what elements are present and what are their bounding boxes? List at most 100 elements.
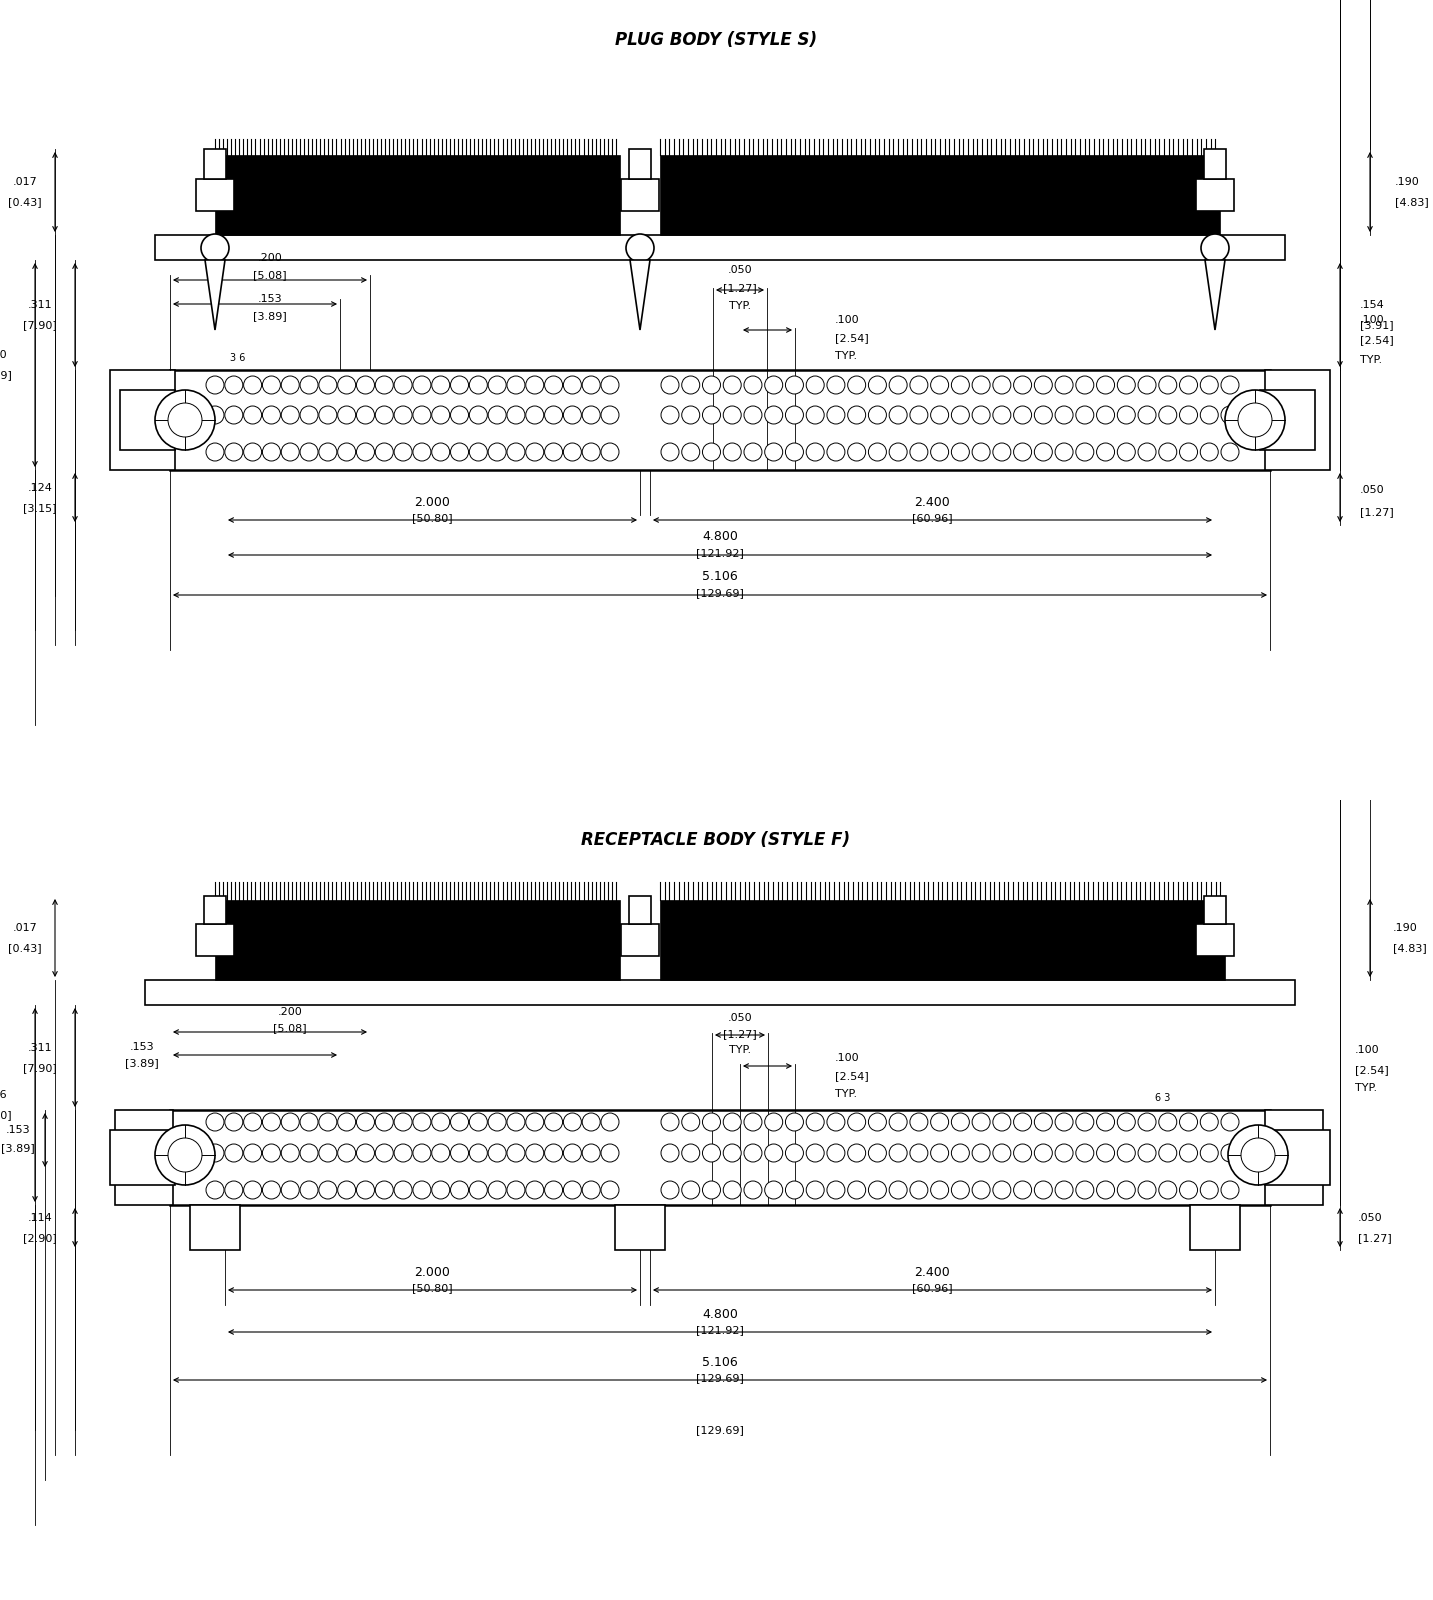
Circle shape [1055,1181,1073,1198]
Text: PLUG BODY (STYLE S): PLUG BODY (STYLE S) [615,30,817,50]
Text: [0.43]: [0.43] [9,942,42,954]
Circle shape [375,443,393,461]
Circle shape [1013,443,1032,461]
Circle shape [1201,234,1230,262]
Text: [60.96]: [60.96] [911,1283,953,1293]
Text: [1.27]: [1.27] [1358,1234,1391,1243]
Text: [2.54]: [2.54] [1356,1066,1389,1075]
Text: 6 3: 6 3 [1155,1093,1171,1102]
Circle shape [848,376,866,394]
Circle shape [1076,406,1093,424]
Text: [5.08]: [5.08] [274,1022,307,1034]
Circle shape [470,1114,487,1131]
Circle shape [765,1181,782,1198]
Text: [121.92]: [121.92] [696,547,744,558]
Circle shape [357,376,374,394]
Circle shape [489,443,506,461]
Circle shape [413,1144,431,1162]
Circle shape [1221,376,1240,394]
Text: [2.54]: [2.54] [835,1070,868,1082]
Text: .114: .114 [27,1213,53,1222]
Circle shape [1201,376,1218,394]
Circle shape [930,376,949,394]
Text: [129.69]: [129.69] [696,587,744,598]
Circle shape [1013,1144,1032,1162]
Circle shape [785,1114,804,1131]
Circle shape [450,406,469,424]
Text: 2.400: 2.400 [914,496,950,509]
Circle shape [206,1114,224,1131]
Circle shape [225,376,242,394]
Circle shape [930,1181,949,1198]
Circle shape [1096,1114,1115,1131]
Text: .050: .050 [1358,1213,1383,1222]
Circle shape [765,406,782,424]
Circle shape [507,406,524,424]
Text: .190: .190 [1393,923,1417,933]
Circle shape [338,1144,355,1162]
Circle shape [1055,443,1073,461]
Circle shape [1118,376,1135,394]
Text: [50.80]: [50.80] [411,514,453,523]
Circle shape [682,1144,699,1162]
Bar [1260,390,1315,450]
Circle shape [1138,376,1156,394]
Text: [1.27]: [1.27] [724,283,757,293]
Circle shape [450,1181,469,1198]
Text: .366: .366 [0,1090,7,1101]
Circle shape [888,443,907,461]
Circle shape [168,1138,202,1171]
Circle shape [888,1181,907,1198]
Text: 4.800: 4.800 [702,531,738,544]
Text: [2.54]: [2.54] [835,333,868,342]
Text: TYP.: TYP. [729,1045,751,1054]
Circle shape [972,1181,990,1198]
Circle shape [225,1144,242,1162]
Circle shape [489,376,506,394]
Circle shape [299,406,318,424]
Circle shape [785,376,804,394]
Text: [3.91]: [3.91] [1360,320,1394,330]
Circle shape [262,1114,281,1131]
Circle shape [1013,1181,1032,1198]
Circle shape [848,1181,866,1198]
Circle shape [952,1181,969,1198]
Text: .311: .311 [27,1043,53,1053]
Circle shape [1179,1181,1198,1198]
Circle shape [1159,1181,1176,1198]
Circle shape [394,1144,413,1162]
Text: 2.400: 2.400 [914,1266,950,1278]
Circle shape [431,1114,450,1131]
Circle shape [1221,1114,1240,1131]
Text: [121.92]: [121.92] [696,1325,744,1334]
Text: [0.43]: [0.43] [9,197,42,206]
Text: [60.96]: [60.96] [911,514,953,523]
Text: [7.90]: [7.90] [23,320,57,330]
Circle shape [682,1114,699,1131]
Circle shape [262,443,281,461]
Circle shape [1118,1114,1135,1131]
Text: .100: .100 [1356,1045,1380,1054]
Circle shape [206,1181,224,1198]
Circle shape [413,376,431,394]
Circle shape [1118,443,1135,461]
Text: [9.30]: [9.30] [0,1110,11,1120]
Circle shape [807,443,824,461]
Circle shape [545,406,563,424]
Circle shape [1118,406,1135,424]
Circle shape [993,1181,1010,1198]
Bar [155,235,1285,259]
Circle shape [724,1114,741,1131]
Bar [661,155,1219,235]
Circle shape [702,443,721,461]
Circle shape [1118,1144,1135,1162]
Circle shape [661,1144,679,1162]
Circle shape [868,1114,887,1131]
Bar [110,370,175,470]
Bar [620,179,659,211]
Circle shape [320,376,337,394]
Circle shape [413,443,431,461]
Polygon shape [205,259,225,330]
Bar [115,1110,173,1205]
Circle shape [661,1181,679,1198]
